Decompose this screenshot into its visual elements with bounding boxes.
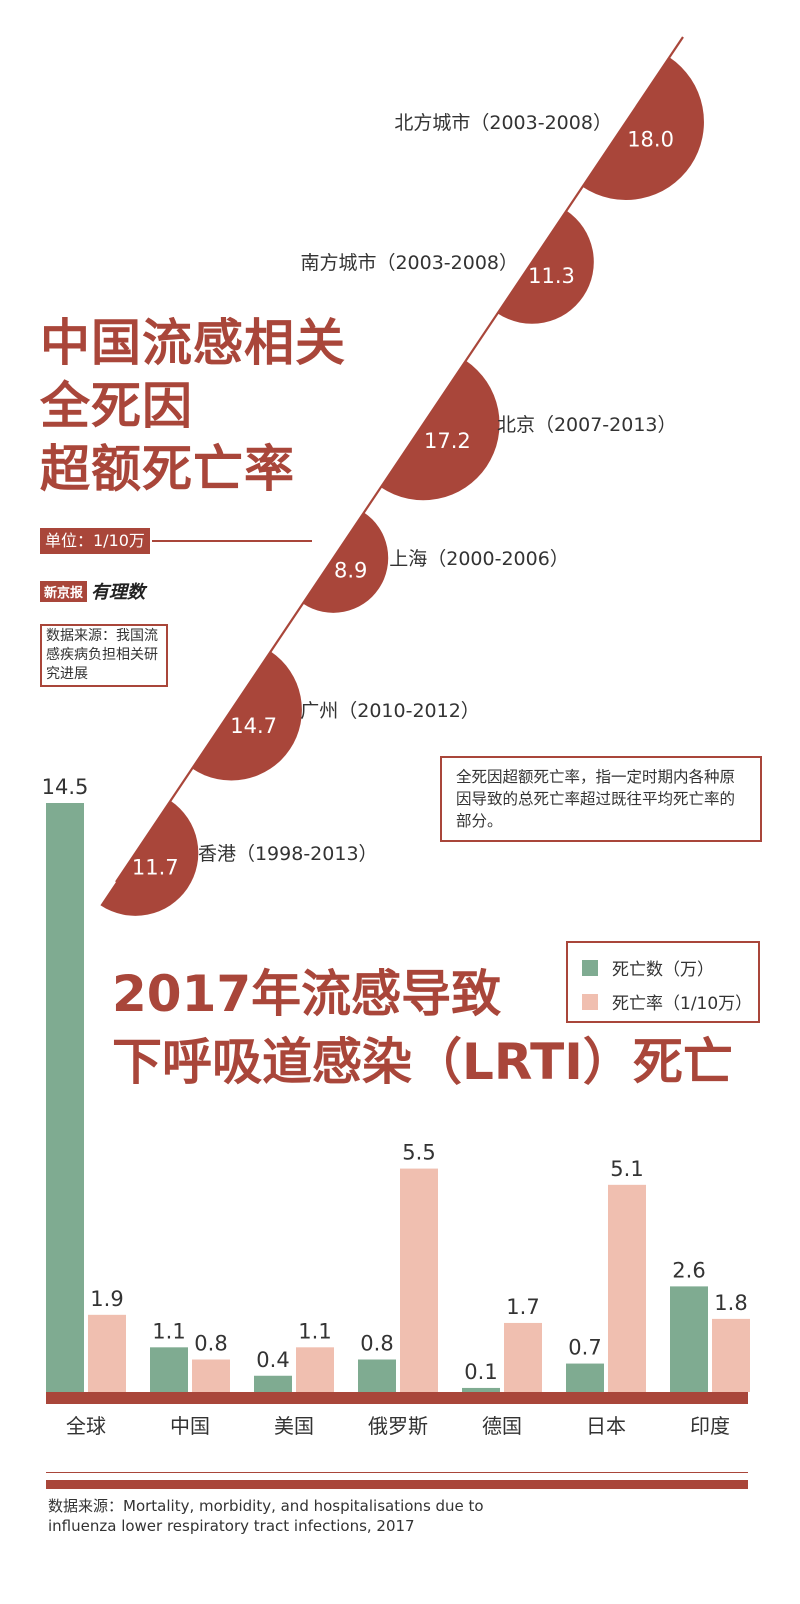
- category-label: 中国: [170, 1414, 210, 1438]
- bar-value-label: 0.8: [360, 1332, 393, 1356]
- bar-value-label: 5.5: [402, 1141, 435, 1165]
- bar-chart: 14.5 1.9 全球 1.1 0.8 中国 0.4 1.1 美国 0.8 5.5 俄罗斯 0.1 1.7…: [42, 775, 750, 1438]
- category-label: 日本: [586, 1414, 626, 1438]
- half-disc-label: 南方城市（2003-2008）: [300, 252, 518, 274]
- chart-title: 2017年流感导致 下呼吸道感染（LRTI）死亡: [112, 960, 733, 1096]
- half-disc-value: 8.9: [334, 559, 367, 583]
- half-disc-1: [497, 210, 594, 324]
- category-label: 全球: [66, 1414, 106, 1438]
- half-disc-label: 香港（1998-2013）: [198, 843, 378, 865]
- footer-divider-thin: [46, 1472, 748, 1473]
- brand-logo: 新京报 有理数: [40, 578, 145, 604]
- half-disc-3: [302, 512, 389, 613]
- bar-rate: [608, 1184, 646, 1392]
- legend-label-rate: 死亡率（1/10万）: [612, 994, 753, 1014]
- half-disc-5: [100, 800, 199, 916]
- footer-divider-thick: [46, 1480, 748, 1489]
- bar-deaths: [462, 1387, 500, 1392]
- category-label: 美国: [274, 1414, 314, 1438]
- unit-divider: [151, 540, 312, 542]
- title-line-3: 超额死亡率: [40, 440, 295, 498]
- title-line-2: 全死因: [40, 377, 193, 435]
- bar-deaths: [670, 1286, 708, 1392]
- half-disc-4: [192, 651, 302, 781]
- half-disc-label: 广州（2010-2012）: [300, 700, 480, 722]
- category-label: 德国: [482, 1414, 522, 1438]
- unit-label: 单位：1/10万: [40, 528, 150, 554]
- source-box-top: 数据来源：我国流感疾病负担相关研究进展: [40, 624, 168, 687]
- bar-rate: [88, 1314, 126, 1392]
- bar-value-label: 0.7: [568, 1336, 601, 1360]
- bar-rate: [400, 1168, 438, 1392]
- legend-swatch-rate: [582, 993, 598, 1010]
- bar-rate: [504, 1322, 542, 1392]
- category-label: 俄罗斯: [368, 1414, 428, 1438]
- bar-value-label: 1.1: [298, 1319, 331, 1343]
- bar-value-label: 14.5: [42, 775, 89, 799]
- legend-label-deaths: 死亡数（万）: [612, 960, 714, 980]
- half-disc-2: [380, 360, 500, 501]
- bar-rate: [296, 1347, 334, 1392]
- bar-deaths: [46, 803, 84, 1392]
- bar-deaths: [566, 1363, 604, 1392]
- chart-title-line-1: 2017年流感导致: [112, 965, 502, 1023]
- bar-value-label: 1.9: [90, 1287, 123, 1311]
- bar-deaths: [254, 1375, 292, 1392]
- half-disc-0: [582, 57, 704, 200]
- unit-row: 单位：1/10万: [40, 527, 312, 555]
- bar-baseline: [46, 1392, 748, 1404]
- definition-box: 全死因超额死亡率，指一定时期内各种原因导致的总死亡率超过既往平均死亡率的部分。: [440, 756, 762, 842]
- bar-rate: [712, 1318, 750, 1392]
- legend-swatch-deaths: [582, 959, 598, 976]
- brand-name: 新京报: [40, 580, 88, 602]
- bar-value-label: 0.4: [256, 1348, 289, 1372]
- title-line-1: 中国流感相关: [40, 314, 346, 372]
- bar-value-label: 0.1: [464, 1360, 497, 1384]
- bar-value-label: 2.6: [672, 1258, 705, 1282]
- bar-value-label: 1.7: [506, 1295, 539, 1319]
- legend: 死亡数（万） 死亡率（1/10万）: [566, 941, 760, 1023]
- footer-source: 数据来源：Mortality, morbidity, and hospitali…: [48, 1497, 484, 1535]
- bar-value-label: 1.8: [714, 1291, 747, 1315]
- half-disc-label: 上海（2000-2006）: [389, 548, 569, 570]
- category-label: 印度: [690, 1414, 730, 1438]
- bar-deaths: [150, 1347, 188, 1392]
- bar-value-label: 5.1: [610, 1157, 643, 1181]
- bar-deaths: [358, 1359, 396, 1392]
- legend-item-deaths: 死亡数（万）: [582, 955, 714, 980]
- bar-value-label: 0.8: [194, 1332, 227, 1356]
- bar-rate: [192, 1359, 230, 1392]
- brand-sub: 有理数: [91, 582, 146, 603]
- legend-item-rate: 死亡率（1/10万）: [582, 989, 752, 1014]
- page-title: 中国流感相关 全死因 超额死亡率: [40, 312, 346, 501]
- half-disc-value: 18.0: [627, 128, 674, 152]
- half-disc-value: 11.7: [132, 855, 179, 879]
- half-disc-label: 北京（2007-2013）: [497, 414, 677, 436]
- chart-title-line-2: 下呼吸道感染（LRTI）死亡: [112, 1033, 733, 1091]
- half-disc-label: 北方城市（2003-2008）: [394, 112, 612, 134]
- half-disc-value: 14.7: [230, 714, 277, 738]
- bar-value-label: 1.1: [152, 1319, 185, 1343]
- half-disc-value: 11.3: [528, 264, 575, 288]
- semicircle-chart: 18.0 北方城市（2003-2008） 11.3 南方城市（2003-2008） 17…: [100, 36, 704, 916]
- half-disc-value: 17.2: [424, 429, 471, 453]
